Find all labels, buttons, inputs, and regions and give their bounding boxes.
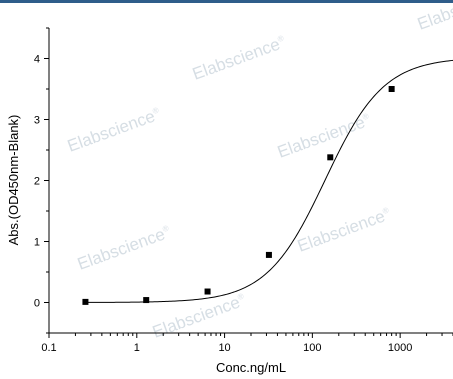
watermark: Elabscience®	[65, 104, 163, 155]
data-point	[143, 297, 150, 304]
x-tick-label: 10	[218, 342, 230, 354]
axes	[48, 28, 453, 334]
data-points	[82, 86, 395, 305]
y-tick-label: 0	[34, 298, 40, 310]
fit-curve	[83, 59, 453, 303]
y-tick-label: 2	[34, 176, 40, 188]
y-tick-label: 3	[34, 115, 40, 127]
y-ticks: 0 1 2 3 4	[34, 27, 49, 334]
y-tick-label: 4	[34, 54, 40, 66]
watermark: Elabscience®	[75, 222, 173, 273]
x-tick-label: 100	[303, 342, 321, 354]
data-point	[388, 86, 395, 92]
x-tick-label: 1	[134, 342, 140, 354]
data-point	[265, 251, 272, 258]
watermark: Elabscience®	[275, 110, 373, 161]
watermark: Elabscience®	[150, 290, 248, 341]
watermark: Elabscience®	[190, 32, 288, 83]
data-point	[82, 298, 89, 305]
watermark: Elabscience®	[415, 0, 453, 34]
x-tick-label: 0.1	[41, 342, 56, 354]
top-band	[0, 0, 453, 3]
x-tick-label: 1000	[388, 342, 412, 354]
data-point	[327, 154, 334, 161]
data-point	[204, 288, 211, 295]
y-tick-label: 1	[34, 237, 40, 249]
x-axis-title: Conc.ng/mL	[216, 360, 286, 375]
x-ticks: 0.1 1 10 100 1000	[41, 333, 453, 354]
watermark-layer: Elabscience® Elabscience® Elabscience® Elab…	[65, 0, 453, 342]
y-axis-title: Abs.(OD450nm-Blank)	[6, 115, 21, 246]
